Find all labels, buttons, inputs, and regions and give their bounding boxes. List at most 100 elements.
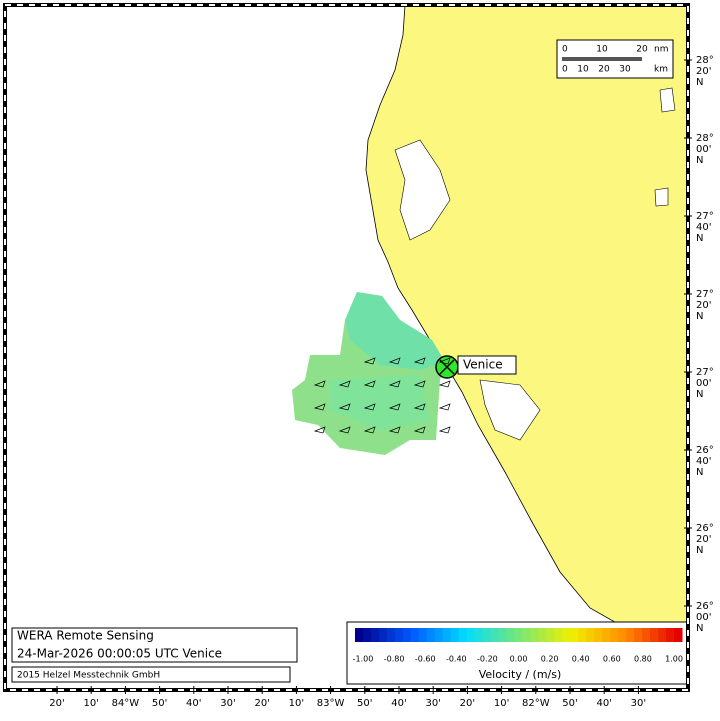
colorbar-cell bbox=[410, 628, 420, 642]
colorbar-cell bbox=[546, 628, 555, 642]
colorbar-label: 0.00 bbox=[510, 655, 528, 664]
current-arrow bbox=[388, 426, 401, 434]
colorbar-cell bbox=[458, 628, 468, 642]
copyright-box bbox=[11, 666, 291, 683]
colorbar-cell bbox=[426, 628, 436, 642]
lon-label: 40' bbox=[596, 698, 611, 709]
colorbar-cell bbox=[562, 628, 571, 642]
lon-label: 20' bbox=[49, 698, 64, 709]
lat-label: 40' bbox=[696, 456, 711, 467]
colorbar-cell bbox=[642, 628, 651, 642]
lon-label: 20' bbox=[460, 698, 475, 709]
lon-label: 30' bbox=[631, 698, 646, 709]
current-arrow bbox=[413, 403, 426, 411]
current-arrow bbox=[313, 426, 326, 434]
station-label-box bbox=[457, 355, 517, 375]
copyright: 2015 Helzel Messtechnik GmbH bbox=[17, 671, 160, 681]
scale-unit: nm bbox=[654, 45, 668, 55]
current-arrow bbox=[338, 403, 351, 411]
colorbar-cell bbox=[666, 628, 675, 642]
lat-label: 26° bbox=[696, 445, 714, 456]
current-arrow bbox=[413, 426, 426, 434]
colorbar-cell bbox=[355, 628, 364, 642]
radar-field bbox=[345, 292, 445, 370]
lat-label: N bbox=[696, 389, 703, 400]
lon-label: 50' bbox=[152, 698, 167, 709]
colorbar-cell bbox=[586, 628, 595, 642]
lat-label: 20' bbox=[696, 534, 711, 545]
current-arrow bbox=[413, 357, 426, 365]
colorbar-label: 0.40 bbox=[572, 655, 590, 664]
lon-label: 10' bbox=[494, 698, 509, 709]
lat-label: 27° bbox=[696, 367, 714, 378]
colorbar-cell bbox=[650, 628, 659, 642]
current-arrow bbox=[313, 403, 326, 411]
colorbar-cell bbox=[466, 628, 476, 642]
colorbar-label: -0.80 bbox=[384, 655, 405, 664]
lat-label: 20' bbox=[696, 66, 711, 77]
current-arrow bbox=[313, 380, 326, 388]
colorbar-cell bbox=[538, 628, 547, 642]
colorbar-title: Velocity / (m/s) bbox=[479, 668, 562, 681]
lon-label: 50' bbox=[562, 698, 577, 709]
lon-label: 10' bbox=[289, 698, 304, 709]
lat-label: N bbox=[696, 233, 703, 244]
current-arrow bbox=[438, 403, 451, 411]
colorbar-cell bbox=[578, 628, 587, 642]
scale-bar bbox=[562, 57, 642, 61]
current-arrow bbox=[363, 357, 376, 365]
lat-label: 40' bbox=[696, 222, 711, 233]
colorbar-label: -1.00 bbox=[353, 655, 374, 664]
colorbar-cell bbox=[402, 628, 412, 642]
scale-label: 10 bbox=[577, 65, 589, 75]
lat-label: 00' bbox=[696, 612, 711, 623]
lat-label: 28° bbox=[696, 55, 714, 66]
info-box bbox=[11, 627, 298, 663]
lat-label: 00' bbox=[696, 378, 711, 389]
colorbar-cell bbox=[450, 628, 460, 642]
station-label: Venice bbox=[463, 358, 503, 372]
colorbar-cell bbox=[362, 628, 372, 642]
lon-label: 40' bbox=[391, 698, 406, 709]
lat-label: 20' bbox=[696, 300, 711, 311]
colorbar-cell bbox=[514, 628, 523, 642]
lon-label: 50' bbox=[357, 698, 372, 709]
scale-label: 0 bbox=[562, 45, 568, 55]
bay bbox=[394, 139, 451, 241]
colorbar-label: 0.80 bbox=[634, 655, 652, 664]
current-arrow bbox=[388, 357, 401, 365]
colorbar-cell bbox=[554, 628, 563, 642]
lakes bbox=[654, 87, 676, 207]
lat-label: N bbox=[696, 155, 703, 166]
colorbar-cell bbox=[490, 628, 500, 642]
colorbar-cell bbox=[386, 628, 396, 642]
colorbar-cell bbox=[594, 628, 603, 642]
colorbar-cell bbox=[522, 628, 531, 642]
lat-label: 28° bbox=[696, 133, 714, 144]
colorbar-label: 0.20 bbox=[541, 655, 559, 664]
current-arrow bbox=[363, 403, 376, 411]
scale-label: 0 bbox=[562, 65, 568, 75]
lat-label: 26° bbox=[696, 601, 714, 612]
colorbar-cell bbox=[442, 628, 452, 642]
current-arrow bbox=[388, 380, 401, 388]
colorbar-cell bbox=[474, 628, 484, 642]
lat-label: N bbox=[696, 311, 703, 322]
scale-label: 20 bbox=[598, 65, 610, 75]
current-arrow bbox=[438, 380, 451, 388]
colorbar-cell bbox=[482, 628, 492, 642]
colorbar-cell bbox=[434, 628, 444, 642]
colorbar-cell bbox=[370, 628, 380, 642]
info-timestamp: 24-Mar-2026 00:00:05 UTC Venice bbox=[17, 647, 222, 661]
scale-label: 30 bbox=[619, 65, 631, 75]
current-arrow bbox=[413, 380, 426, 388]
colorbar-label: -0.20 bbox=[477, 655, 498, 664]
colorbar-cell bbox=[506, 628, 516, 642]
lon-label: 30' bbox=[425, 698, 440, 709]
current-arrow bbox=[338, 380, 351, 388]
current-arrow bbox=[363, 380, 376, 388]
scale-unit: km bbox=[654, 65, 668, 75]
lat-label: 27° bbox=[696, 289, 714, 300]
harbor bbox=[479, 379, 541, 441]
